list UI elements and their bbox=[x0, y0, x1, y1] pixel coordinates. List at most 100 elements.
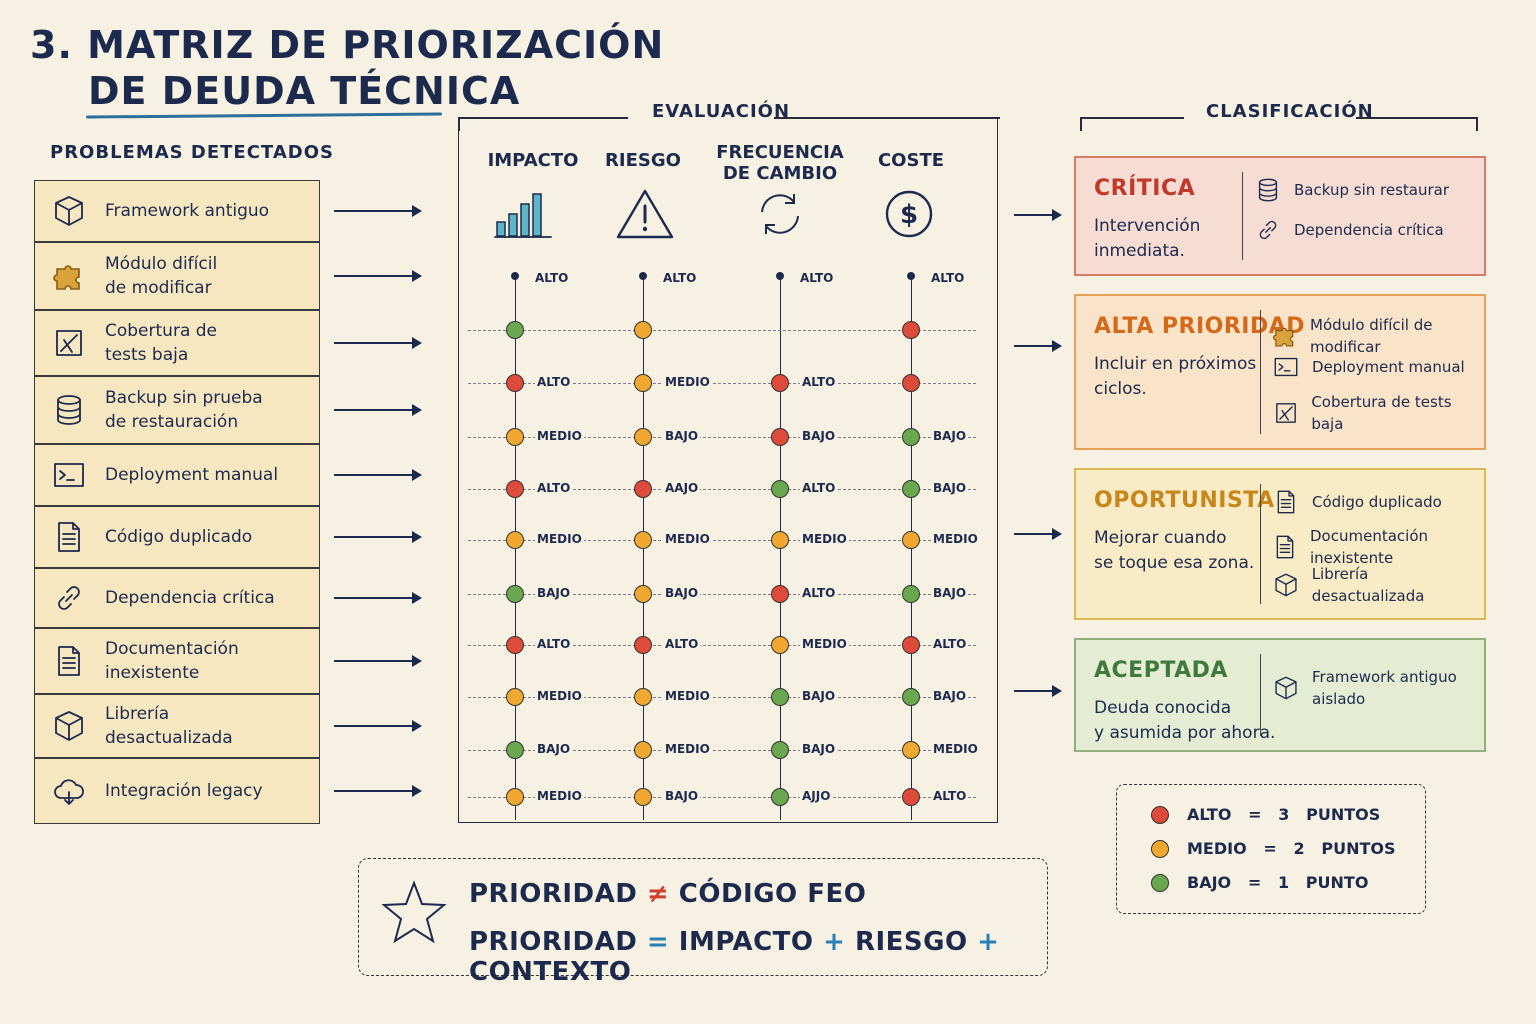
database-icon bbox=[49, 390, 89, 430]
row-gridline bbox=[468, 594, 976, 595]
score-dot bbox=[634, 321, 652, 339]
problem-arrow bbox=[334, 404, 422, 416]
row-gridline bbox=[468, 489, 976, 490]
legend-row: BAJO = 1 PUNTO bbox=[1151, 873, 1368, 892]
problem-arrow bbox=[334, 720, 422, 732]
problem-arrow bbox=[334, 337, 422, 349]
score-dot bbox=[902, 531, 920, 549]
category-item: Framework antiguo aislado bbox=[1272, 666, 1457, 710]
column-header: IMPACTO bbox=[487, 150, 579, 171]
score-label: BAJO bbox=[800, 742, 838, 756]
axis-top-label: ALTO bbox=[931, 271, 965, 285]
axis-top-label: ALTO bbox=[663, 271, 697, 285]
score-dot bbox=[634, 636, 652, 654]
formula-equals: = bbox=[646, 927, 670, 957]
category-divider bbox=[1260, 484, 1261, 604]
category-item: Dependencia crítica bbox=[1254, 216, 1444, 244]
score-dot bbox=[902, 374, 920, 392]
eval-bracket-left bbox=[458, 117, 628, 119]
dollar-icon: $ bbox=[883, 188, 935, 244]
score-label: BAJO bbox=[535, 586, 573, 600]
bar-chart-icon bbox=[493, 188, 557, 244]
score-dot bbox=[771, 428, 789, 446]
legend-dot bbox=[1151, 839, 1169, 858]
column-header: FRECUENCIA DE CAMBIO bbox=[716, 142, 844, 184]
score-dot bbox=[506, 428, 524, 446]
problem-item[interactable]: Cobertura de tests baja bbox=[34, 310, 320, 376]
category-4: ACEPTADA Deuda conocida y asumida por aho… bbox=[1074, 638, 1486, 752]
document-icon bbox=[49, 517, 89, 557]
problem-item[interactable]: Librería desactualizada bbox=[34, 694, 320, 758]
score-label: ALTO bbox=[535, 375, 573, 389]
row-gridline bbox=[468, 383, 976, 384]
category-item-label: Librería desactualizada bbox=[1311, 564, 1425, 605]
problem-item[interactable]: Módulo difícil de modificar bbox=[34, 242, 320, 310]
category-divider bbox=[1260, 654, 1261, 736]
title-line-2: DE DEUDA TÉCNICA bbox=[88, 69, 521, 113]
legend-label: MEDIO = 2 PUNTOS bbox=[1187, 839, 1396, 858]
score-label: BAJO bbox=[931, 481, 969, 495]
column-header: COSTE bbox=[877, 150, 945, 171]
category-name: ALTA PRIORIDAD bbox=[1094, 314, 1306, 339]
problem-item[interactable]: Framework antiguo bbox=[34, 180, 320, 242]
category-item-label: Documentación inexistente bbox=[1310, 527, 1429, 568]
category-item-label: Deployment manual bbox=[1312, 357, 1465, 376]
row-gridline bbox=[468, 645, 976, 646]
cls-bracket-left bbox=[1080, 117, 1184, 119]
star-icon bbox=[381, 880, 447, 944]
column-header: RIESGO bbox=[605, 150, 681, 171]
row-gridline bbox=[468, 797, 976, 798]
test-icon bbox=[1272, 399, 1299, 427]
score-label: ALTO bbox=[800, 375, 838, 389]
test-icon bbox=[49, 323, 89, 363]
classification-arrow bbox=[1014, 340, 1062, 352]
document-icon bbox=[1272, 488, 1300, 516]
category-description: Mejorar cuando se toque esa zona. bbox=[1094, 528, 1255, 573]
formula-risk: RIESGO bbox=[854, 927, 968, 957]
svg-text:$: $ bbox=[900, 200, 918, 230]
problem-item[interactable]: Dependencia crítica bbox=[34, 568, 320, 628]
warning-icon bbox=[615, 188, 675, 244]
category-item-label: Framework antiguo aislado bbox=[1312, 668, 1457, 708]
score-dot bbox=[771, 374, 789, 392]
score-label: MEDIO bbox=[663, 689, 712, 703]
classification-header: CLASIFICACIÓN bbox=[1206, 101, 1374, 122]
problem-item[interactable]: Código duplicado bbox=[34, 506, 320, 568]
problem-label: Framework antiguo bbox=[105, 201, 270, 221]
row-gridline bbox=[468, 697, 976, 698]
score-label: BAJO bbox=[800, 429, 838, 443]
score-dot bbox=[506, 788, 524, 806]
category-item: Documentación inexistente bbox=[1272, 525, 1484, 569]
score-label: MEDIO bbox=[535, 789, 584, 803]
classification-arrow bbox=[1014, 685, 1062, 697]
problem-item[interactable]: Deployment manual bbox=[34, 444, 320, 506]
problem-item[interactable]: Backup sin prueba de restauración bbox=[34, 376, 320, 444]
score-label: MEDIO bbox=[663, 742, 712, 756]
score-label: BAJO bbox=[535, 742, 573, 756]
category-name: ACEPTADA bbox=[1094, 658, 1228, 683]
row-gridline bbox=[468, 437, 976, 438]
score-dot bbox=[506, 585, 524, 603]
category-item-label: Cobertura de tests baja bbox=[1311, 393, 1452, 434]
score-label: BAJO bbox=[663, 429, 701, 443]
category-3: OPORTUNISTA Mejorar cuando se toque esa z… bbox=[1074, 468, 1486, 620]
score-dot bbox=[506, 321, 524, 339]
problem-item[interactable]: Integración legacy bbox=[34, 758, 320, 824]
formula-context: CONTEXTO bbox=[469, 957, 632, 987]
score-label: ALTO bbox=[535, 481, 573, 495]
score-dot bbox=[771, 788, 789, 806]
axis-pin bbox=[776, 272, 784, 280]
score-label: MEDIO bbox=[535, 532, 584, 546]
score-dot bbox=[771, 636, 789, 654]
legend-label: BAJO = 1 PUNTO bbox=[1187, 873, 1369, 892]
score-label: BAJO bbox=[663, 789, 701, 803]
problem-label: Integración legacy bbox=[105, 781, 263, 801]
score-label: MEDIO bbox=[663, 375, 712, 389]
terminal-icon bbox=[1272, 353, 1300, 381]
score-dot bbox=[634, 788, 652, 806]
evaluation-matrix bbox=[458, 117, 998, 823]
problem-item[interactable]: Documentación inexistente bbox=[34, 628, 320, 694]
problem-label: Cobertura de tests baja bbox=[105, 321, 218, 365]
legend-row: ALTO = 3 PUNTOS bbox=[1151, 805, 1380, 824]
